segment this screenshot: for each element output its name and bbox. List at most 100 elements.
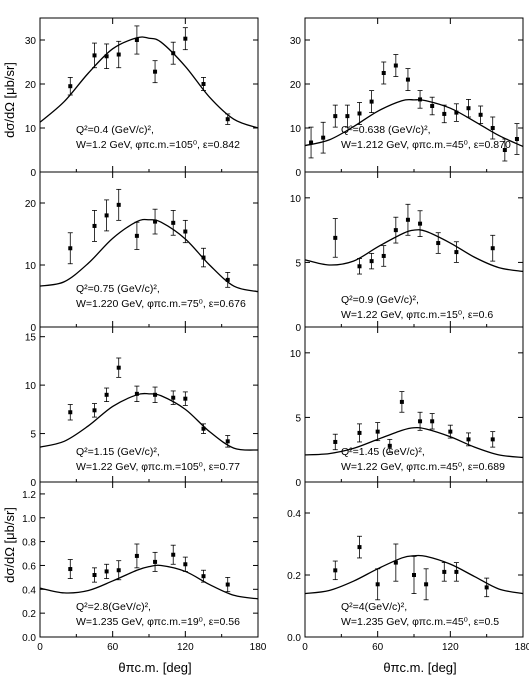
data-marker	[134, 38, 139, 42]
data-point	[201, 77, 206, 91]
data-point	[405, 203, 411, 236]
data-marker	[104, 392, 109, 397]
model-curve	[304, 554, 524, 595]
data-marker	[418, 221, 423, 226]
panel-annotation-line-2: W=1.235 GeV, φπc.m.=19⁰, ε=0.56	[76, 616, 240, 628]
y-tick-label: 0.2	[22, 609, 36, 620]
data-marker	[357, 264, 362, 269]
plot-frame	[304, 326, 524, 483]
data-marker	[104, 569, 109, 574]
data-marker	[92, 408, 97, 413]
model-curve	[304, 98, 524, 148]
data-point	[369, 252, 375, 270]
y-tick-label: 0	[295, 478, 301, 489]
data-point	[182, 219, 188, 244]
data-point	[225, 113, 231, 125]
data-marker	[357, 430, 362, 435]
data-marker	[502, 148, 507, 152]
model-curve	[39, 392, 259, 451]
data-marker	[454, 250, 459, 255]
data-marker	[153, 392, 158, 397]
data-marker	[393, 63, 398, 68]
x-tick-label: 60	[107, 642, 119, 653]
model-curve	[39, 36, 259, 129]
data-point	[357, 258, 362, 275]
data-point	[490, 234, 496, 262]
data-point	[514, 123, 520, 155]
panel-annotation-line-2: W=1.22 GeV, φπc.m.=15⁰, ε=0.6	[341, 309, 493, 321]
panels: 0 10 20 30 Q²=0.4 (GeV/c)², W=1.2 GeV, φπc.m.…	[22, 17, 529, 653]
data-marker	[454, 569, 459, 574]
y-tick-label: 5	[295, 413, 301, 424]
data-point	[357, 102, 362, 125]
panel-annotation-line-2: W=1.235 GeV, φπc.m.=45⁰, ε=0.5	[341, 616, 499, 628]
y-tick-label: 20	[25, 199, 37, 210]
panel-annotation-line-2: W=1.212 GeV, φπc.m.=45⁰, ε=0.870	[341, 139, 511, 151]
data-marker	[134, 553, 139, 558]
data-marker	[116, 52, 121, 57]
data-point	[182, 556, 188, 572]
data-point	[375, 568, 381, 601]
data-marker	[375, 429, 380, 434]
panel-left-row-4: 0.00.20.40.60.81.01.20 60 120 180Q²=2.8(GeV…	[22, 481, 267, 653]
data-point	[417, 210, 423, 237]
y-tick-label: 10	[290, 349, 302, 360]
y-axis-label-upper: dσ/dΩ [μb/sr]	[2, 62, 17, 138]
data-marker	[201, 426, 206, 431]
data-point	[134, 543, 140, 569]
x-tick-label: 0	[37, 642, 43, 653]
data-point	[441, 562, 447, 582]
y-tick-label: 10	[25, 261, 37, 272]
y-tick-label: 0.4	[287, 509, 301, 520]
data-point	[435, 232, 441, 254]
data-point	[67, 232, 73, 265]
data-point	[92, 42, 97, 69]
x-tick-label: 60	[372, 642, 384, 653]
data-marker	[134, 391, 139, 396]
data-point	[423, 568, 429, 601]
data-marker	[134, 233, 139, 238]
data-point	[466, 99, 471, 118]
y-tick-label: 5	[295, 258, 301, 269]
data-marker	[442, 569, 447, 574]
y-tick-label: 0	[30, 168, 36, 179]
data-marker	[92, 573, 97, 577]
data-marker	[490, 126, 495, 130]
x-axis-label-right: θπc.m. [deg]	[383, 660, 456, 675]
panel-annotation-line-1: Q²=4(GeV/c)²,	[341, 601, 407, 613]
data-point	[478, 105, 484, 124]
data-point	[332, 218, 338, 258]
model-curve	[39, 564, 259, 600]
data-point	[399, 391, 405, 413]
y-tick-label: 0	[295, 168, 301, 179]
data-marker	[418, 97, 423, 102]
y-tick-label: 1.2	[22, 490, 36, 501]
data-point	[411, 556, 417, 594]
data-marker	[357, 545, 362, 550]
data-point	[134, 385, 140, 402]
data-point	[387, 438, 393, 453]
data-marker	[333, 114, 338, 119]
data-point	[381, 61, 387, 85]
data-marker	[183, 229, 188, 234]
data-marker	[381, 71, 386, 75]
x-tick-label: 120	[177, 642, 194, 653]
data-point	[152, 386, 158, 403]
data-marker	[201, 82, 206, 86]
x-tick-label: 120	[442, 642, 459, 653]
y-tick-label: 20	[290, 80, 302, 91]
data-marker	[171, 552, 176, 557]
y-tick-label: 15	[25, 333, 37, 344]
panel-left-row-2: 0 10 20 Q²=0.75 (GeV/c)², W=1.220 GeV, φπc.m…	[25, 171, 259, 334]
data-point	[453, 241, 459, 263]
data-point	[393, 54, 399, 77]
y-tick-label: 10	[25, 381, 37, 392]
data-point	[429, 413, 435, 430]
panel-left-row-1: 0 10 20 30 Q²=0.4 (GeV/c)², W=1.2 GeV, φπc.m.…	[25, 17, 259, 179]
data-marker	[183, 396, 188, 401]
data-marker	[514, 137, 519, 141]
data-marker	[104, 54, 109, 59]
data-marker	[448, 429, 453, 434]
data-point	[182, 391, 188, 406]
